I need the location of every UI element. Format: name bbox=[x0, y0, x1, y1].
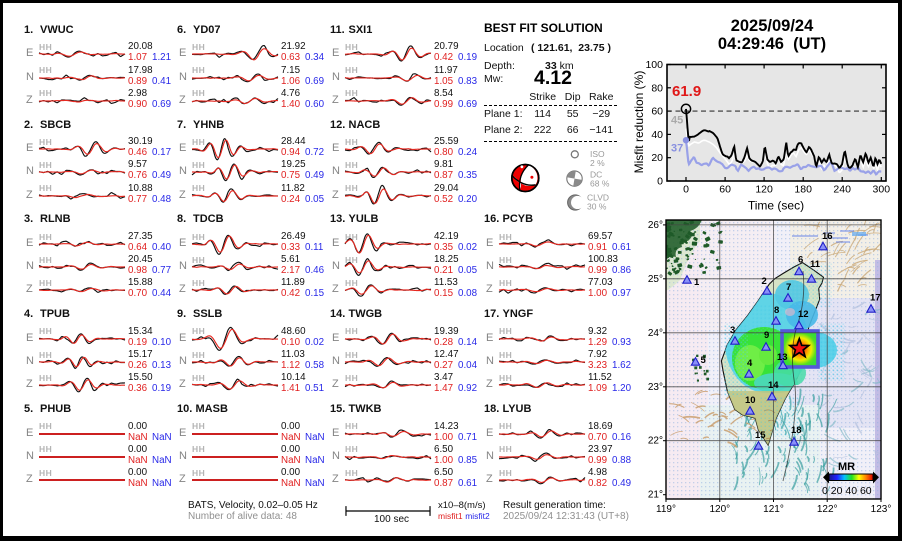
svg-text:61.9: 61.9 bbox=[672, 83, 701, 100]
svg-text:121°: 121° bbox=[763, 504, 784, 515]
svg-text:Time (sec): Time (sec) bbox=[748, 199, 804, 213]
svg-text:0: 0 bbox=[683, 184, 689, 196]
svg-text:30 %: 30 % bbox=[587, 201, 607, 211]
svg-text:1: 1 bbox=[694, 277, 700, 288]
svg-text:5: 5 bbox=[701, 355, 707, 366]
svg-text:ISO: ISO bbox=[590, 149, 605, 159]
svg-text:CLVD: CLVD bbox=[587, 193, 609, 203]
svg-text:60: 60 bbox=[651, 106, 663, 118]
svg-text:180: 180 bbox=[794, 184, 812, 196]
svg-text:120: 120 bbox=[755, 184, 773, 196]
svg-text:45: 45 bbox=[671, 114, 683, 126]
svg-text:9: 9 bbox=[764, 330, 769, 341]
svg-text:13: 13 bbox=[777, 352, 788, 363]
svg-text:20: 20 bbox=[651, 152, 663, 164]
svg-text:37: 37 bbox=[671, 142, 683, 154]
svg-text:21°: 21° bbox=[648, 490, 663, 501]
svg-text:120°: 120° bbox=[709, 504, 730, 515]
svg-text:10: 10 bbox=[745, 395, 756, 406]
svg-text:40: 40 bbox=[651, 129, 663, 141]
svg-text:240: 240 bbox=[833, 184, 851, 196]
svg-text:17: 17 bbox=[870, 293, 881, 304]
svg-text:25°: 25° bbox=[648, 274, 663, 285]
svg-text:24°: 24° bbox=[648, 328, 663, 339]
svg-text:18: 18 bbox=[791, 425, 802, 436]
svg-text:DC: DC bbox=[590, 170, 602, 180]
svg-text:122°: 122° bbox=[817, 504, 838, 515]
svg-text:12: 12 bbox=[798, 309, 809, 320]
svg-text:15: 15 bbox=[755, 430, 766, 441]
svg-text:0 20 40 60: 0 20 40 60 bbox=[822, 485, 872, 497]
svg-text:123°: 123° bbox=[871, 504, 892, 515]
svg-text:8: 8 bbox=[774, 305, 779, 316]
svg-text:7: 7 bbox=[786, 282, 791, 293]
svg-text:MR: MR bbox=[838, 461, 855, 473]
svg-text:26°: 26° bbox=[648, 220, 663, 231]
svg-text:6: 6 bbox=[798, 255, 803, 266]
svg-text:2: 2 bbox=[762, 276, 767, 287]
svg-text:80: 80 bbox=[651, 82, 663, 94]
svg-text:68 %: 68 % bbox=[590, 179, 610, 189]
svg-text:100: 100 bbox=[645, 59, 663, 71]
svg-text:119°: 119° bbox=[656, 504, 676, 515]
svg-text:2 %: 2 % bbox=[590, 158, 605, 168]
svg-text:3: 3 bbox=[730, 325, 735, 336]
svg-text:14: 14 bbox=[768, 380, 779, 391]
svg-text:11: 11 bbox=[810, 259, 821, 270]
svg-text:0: 0 bbox=[657, 176, 663, 188]
svg-text:300: 300 bbox=[873, 184, 891, 196]
svg-text:60: 60 bbox=[719, 184, 731, 196]
svg-text:23°: 23° bbox=[648, 382, 663, 393]
svg-text:16: 16 bbox=[822, 231, 833, 242]
svg-text:22°: 22° bbox=[648, 436, 663, 447]
svg-text:4: 4 bbox=[747, 358, 753, 369]
